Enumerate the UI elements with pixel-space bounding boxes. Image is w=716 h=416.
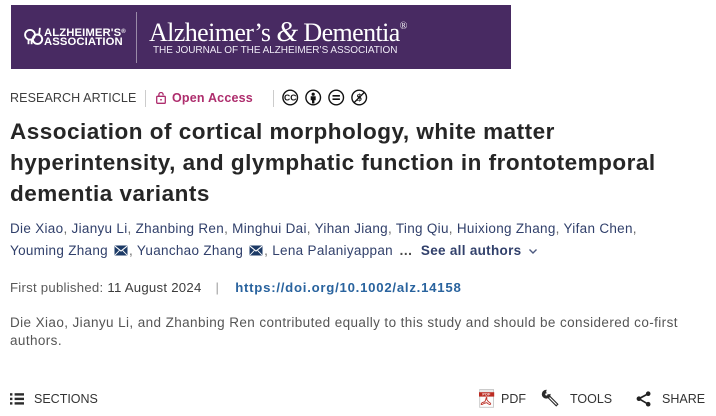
svg-text:$: $ [357, 93, 362, 104]
svg-text:PDF: PDF [482, 393, 491, 397]
svg-text:CC: CC [284, 92, 296, 102]
